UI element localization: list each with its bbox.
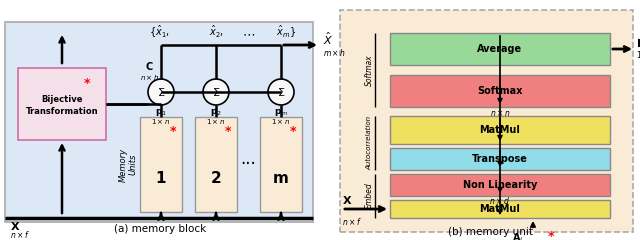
Text: Non Linearity: Non Linearity <box>463 180 537 190</box>
Text: $\mathbf{p}_1$: $\mathbf{p}_1$ <box>155 108 167 119</box>
Text: *: * <box>289 125 296 138</box>
Text: $f \times d$: $f \times d$ <box>509 238 526 240</box>
Text: $1 \times n$: $1 \times n$ <box>636 49 640 60</box>
Text: Bijective: Bijective <box>41 95 83 103</box>
Text: MatMul: MatMul <box>479 125 520 135</box>
Text: Σ: Σ <box>278 88 285 98</box>
Text: Σ: Σ <box>212 88 220 98</box>
Bar <box>260 117 302 212</box>
Text: *: * <box>547 230 554 240</box>
Text: 1: 1 <box>156 171 166 186</box>
Text: $1 \times n$: $1 \times n$ <box>271 118 291 126</box>
Text: Average: Average <box>477 44 523 54</box>
Text: MatMul: MatMul <box>479 204 520 214</box>
Text: $\mathbf{p}_m$: $\mathbf{p}_m$ <box>274 108 288 119</box>
Circle shape <box>203 79 229 105</box>
Text: Σ: Σ <box>157 88 164 98</box>
Circle shape <box>148 79 174 105</box>
Text: $1 \times n$: $1 \times n$ <box>207 118 225 126</box>
Text: $1 \times n$: $1 \times n$ <box>152 118 170 126</box>
Text: *: * <box>225 125 231 138</box>
Text: $\hat{x}_2,$: $\hat{x}_2,$ <box>209 24 223 40</box>
Text: $n \times h$: $n \times h$ <box>140 72 159 82</box>
Text: Softmax: Softmax <box>365 54 374 86</box>
Text: Embed: Embed <box>365 183 374 209</box>
Text: Autocorrelation: Autocorrelation <box>366 116 372 170</box>
Text: $\mathbf{X}$: $\mathbf{X}$ <box>10 220 20 232</box>
Text: Transpose: Transpose <box>472 154 528 164</box>
Text: $n \times d$: $n \times d$ <box>490 196 511 206</box>
Text: ···: ··· <box>241 156 257 174</box>
Bar <box>390 33 610 65</box>
Bar <box>390 200 610 218</box>
Bar <box>140 117 182 212</box>
Text: *: * <box>170 125 176 138</box>
Text: $\cdots$: $\cdots$ <box>242 27 255 40</box>
Bar <box>390 75 610 107</box>
Text: Softmax: Softmax <box>477 86 523 96</box>
Bar <box>5 22 313 222</box>
Text: $n \times f$: $n \times f$ <box>10 229 30 240</box>
Bar <box>390 148 610 170</box>
Text: $\hat{x}_m\}$: $\hat{x}_m\}$ <box>276 24 296 40</box>
Bar <box>340 10 633 232</box>
Text: $\mathbf{A}_i$: $\mathbf{A}_i$ <box>512 231 524 240</box>
Text: m: m <box>273 171 289 186</box>
Text: Transformation: Transformation <box>26 107 99 115</box>
Text: (b) memory unit: (b) memory unit <box>447 227 532 237</box>
Bar <box>390 116 610 144</box>
Text: $\{\hat{x}_1,$: $\{\hat{x}_1,$ <box>148 24 170 40</box>
Text: $\mathbf{P}_i$: $\mathbf{P}_i$ <box>636 37 640 51</box>
Text: $\mathbf{p}_2$: $\mathbf{p}_2$ <box>210 108 222 119</box>
Text: $n \times f$: $n \times f$ <box>342 216 362 227</box>
Text: $\hat{X}$: $\hat{X}$ <box>323 31 333 47</box>
Circle shape <box>268 79 294 105</box>
Text: 2: 2 <box>211 171 221 186</box>
Text: $m \times h$: $m \times h$ <box>323 47 346 58</box>
Text: (a) memory block: (a) memory block <box>114 224 206 234</box>
Bar <box>18 68 106 140</box>
Text: Memory
Units: Memory Units <box>118 147 138 182</box>
Text: $\mathbf{X}$: $\mathbf{X}$ <box>342 194 353 206</box>
Bar <box>195 117 237 212</box>
Text: *: * <box>83 77 90 90</box>
Text: $n \times n$: $n \times n$ <box>490 108 510 118</box>
Bar <box>390 174 610 196</box>
Text: $\mathbf{C}$: $\mathbf{C}$ <box>145 60 154 72</box>
